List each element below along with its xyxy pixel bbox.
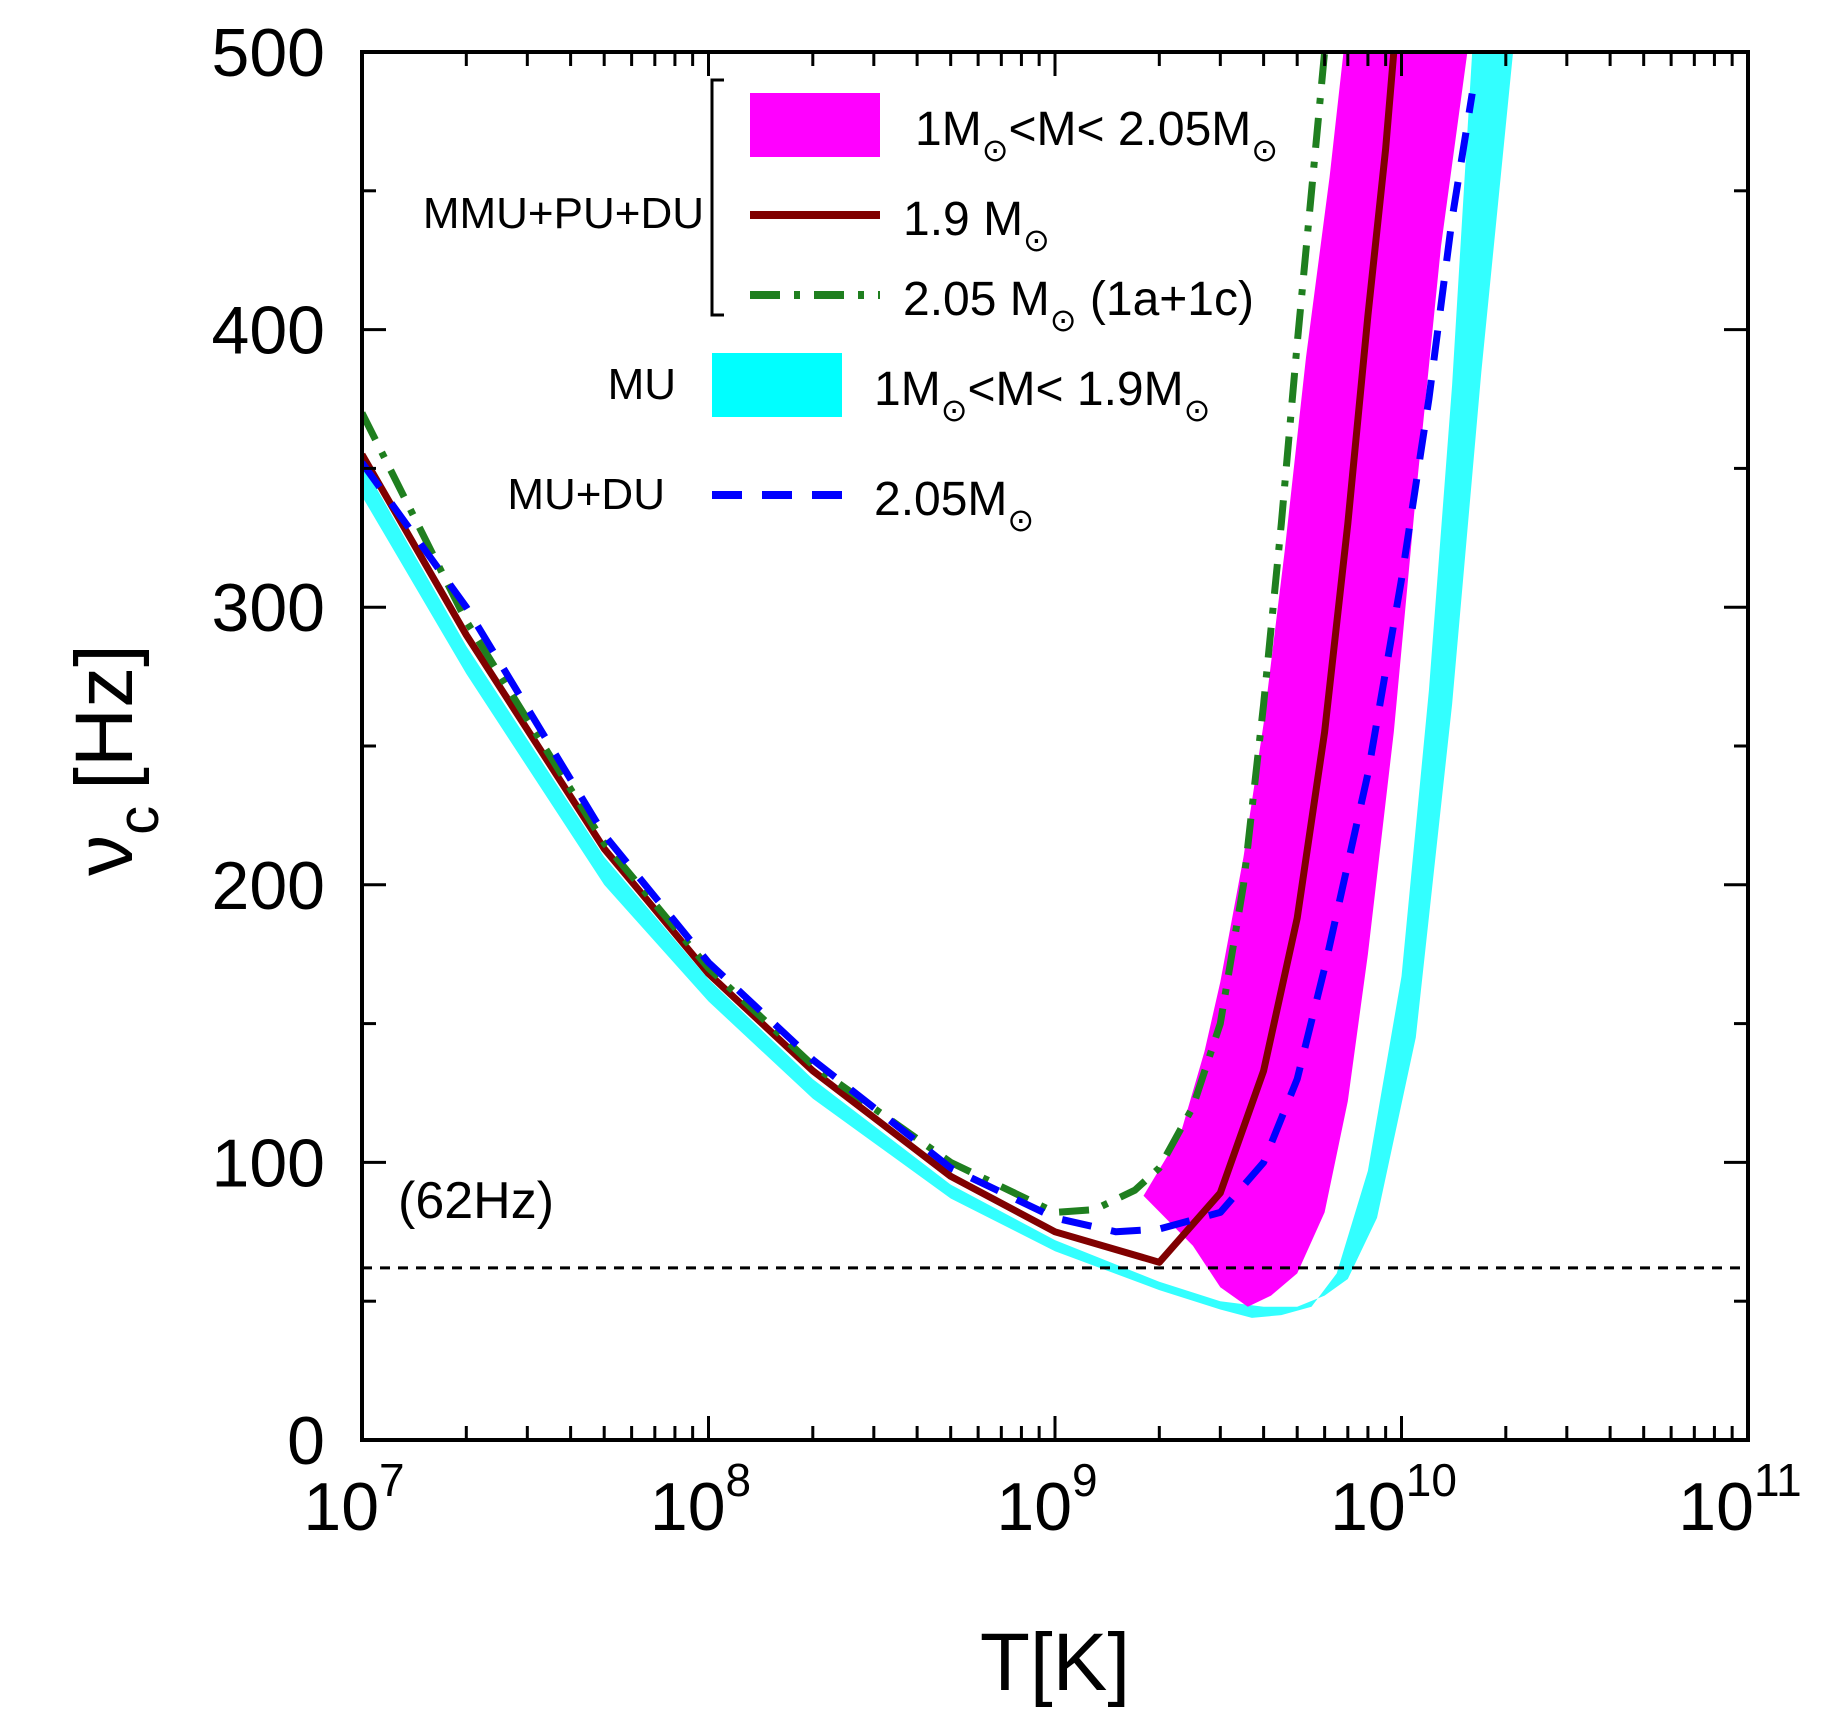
legend-group-label: MU+DU	[507, 470, 665, 519]
x-tick-label: 1010	[1330, 1454, 1457, 1545]
x-tick-exponent: 11	[1754, 1454, 1802, 1506]
legend-entry-text: 2.05M⊙	[874, 473, 1034, 538]
legend-entry-text: 1M⊙<M< 2.05M⊙	[915, 103, 1278, 168]
x-tick-exponent: 9	[1072, 1454, 1098, 1506]
reference-line-label: (62Hz)	[398, 1172, 554, 1230]
legend-sun-symbol: ⊙	[1023, 222, 1050, 258]
x-tick-label: 109	[996, 1454, 1097, 1545]
series-1-9-m	[362, 52, 1398, 1266]
y-axis-label: νc [Hz]	[59, 644, 171, 876]
legend-bracket	[710, 78, 724, 317]
legend-text-part: 1M	[915, 103, 982, 156]
legend-text-part: (1a+1c)	[1077, 273, 1254, 326]
y-axis-symbol: ν	[59, 835, 150, 876]
legend-sun-symbol: ⊙	[1007, 502, 1034, 538]
y-axis-subscript: c	[106, 806, 171, 835]
legend-sun-symbol: ⊙	[1050, 302, 1077, 338]
legend-bracket-label: MMU+PU+DU	[423, 189, 704, 238]
x-axis-label: T[K]	[980, 1617, 1130, 1708]
x-tick-exponent: 10	[1406, 1454, 1457, 1506]
y-tick-label: 500	[212, 15, 325, 91]
y-tick-label: 300	[212, 570, 325, 646]
legend-text-part: 2.05 M	[903, 273, 1050, 326]
legend-swatch-mu	[712, 353, 842, 417]
y-axis-unit: [Hz]	[59, 644, 150, 790]
legend-text-part: <M< 2.05M	[1009, 103, 1252, 156]
y-tick-label: 100	[212, 1125, 325, 1201]
x-tick-label: 1011	[1678, 1454, 1801, 1545]
legend-text-part: <M< 1.9M	[968, 363, 1184, 416]
y-tick-label: 400	[212, 293, 325, 369]
legend-entry-text: 1.9 M⊙	[903, 193, 1050, 258]
legend-sun-symbol: ⊙	[1251, 132, 1278, 168]
legend-entry-text: 2.05 M⊙ (1a+1c)	[903, 273, 1254, 338]
legend-entry-text: 1M⊙<M< 1.9M⊙	[874, 363, 1210, 428]
legend-text-part: 2.05M	[874, 473, 1007, 526]
legend-swatch-mmu-pu-du	[750, 93, 880, 157]
x-tick-exponent: 8	[726, 1454, 752, 1506]
legend-sun-symbol: ⊙	[982, 132, 1009, 168]
legend-sun-symbol: ⊙	[941, 392, 968, 428]
legend-group-label: MU	[608, 360, 676, 409]
band-mmu-pu-du-1m-m-2-05m	[1143, 52, 1468, 1307]
series-2-05m	[362, 93, 1476, 1236]
legend-text-part: 1.9 M	[903, 193, 1023, 246]
x-tick-label: 108	[650, 1454, 751, 1545]
legend-text-part: 1M	[874, 363, 941, 416]
x-tick-exponent: 7	[379, 1454, 405, 1506]
y-tick-label: 200	[212, 848, 325, 924]
y-tick-label: 0	[287, 1403, 325, 1479]
legend-sun-symbol: ⊙	[1184, 392, 1211, 428]
